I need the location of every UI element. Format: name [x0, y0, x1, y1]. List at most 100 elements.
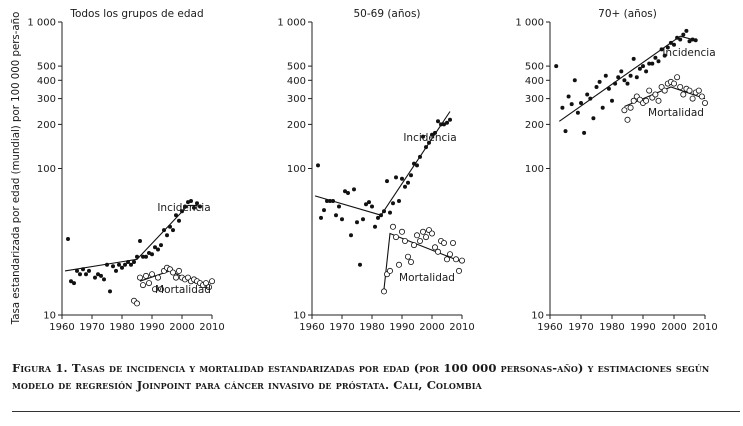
incidencia-point [364, 202, 368, 207]
incidencia-point [156, 247, 160, 252]
incidencia-point [198, 204, 202, 209]
mortalidad-point [410, 242, 417, 249]
mortalidad-point [671, 80, 678, 87]
mortalidad-point [395, 261, 402, 268]
mortalidad-point [455, 267, 462, 274]
incidencia-point [141, 254, 145, 259]
incidencia-point [625, 81, 630, 86]
incidencia-point [406, 180, 410, 185]
mortalidad-point [458, 257, 465, 264]
incidencia-point [675, 35, 680, 40]
mortalidad-point [154, 274, 161, 281]
incidencia-point [132, 260, 136, 264]
incidencia-point [610, 98, 614, 103]
incidencia-point [388, 210, 392, 215]
incidencia-point [373, 224, 377, 229]
x-tick-label: 1960 [49, 322, 74, 333]
incidencia-point [594, 85, 599, 89]
mortalidad-point [380, 288, 387, 295]
y-tick-label: 10 [293, 311, 306, 322]
mortalidad-point [621, 107, 628, 114]
mortalidad-point [172, 274, 179, 281]
mortalidad-point [169, 269, 176, 276]
mortalidad-point [142, 272, 149, 279]
panel-title: Todos los grupos de edad [69, 8, 203, 20]
incidencia-point [144, 254, 148, 259]
incidencia-point [66, 237, 70, 241]
incidencia-point [566, 94, 571, 99]
x-tick-label: 2000 [169, 322, 194, 333]
incidencia-point [96, 272, 100, 277]
incidencia-point [684, 28, 689, 33]
panel-3: 70+ (años) 10 100 200 300 400 500 1 000 1960 1970… [515, 8, 717, 333]
incidencia-point [554, 64, 559, 69]
x-tick-label: 1980 [599, 322, 624, 333]
incidencia-point [569, 102, 574, 107]
mortalidad-point [440, 239, 447, 246]
incidencia-point [579, 101, 583, 105]
incidencia-point [668, 40, 673, 45]
incidencia-point [72, 281, 76, 286]
incidencia-point [337, 204, 341, 209]
incidencia-point [563, 129, 568, 134]
incidencia-point [412, 161, 416, 166]
incidencia-point [319, 215, 323, 220]
x-tick-label: 1970 [329, 322, 354, 333]
incidencia-point [165, 233, 169, 238]
x-tick-label: 2010 [199, 322, 224, 333]
mortalidad-point [136, 274, 143, 281]
mortalidad-point [677, 84, 684, 91]
incidencia-point [105, 262, 109, 267]
x-tick-label: 1990 [389, 322, 414, 333]
incidencia-point [147, 251, 151, 255]
mortalidad-point [148, 271, 155, 278]
x-tick-label: 1980 [359, 322, 384, 333]
x-tick-label: 2000 [419, 322, 444, 333]
mortalidad-point [386, 267, 393, 274]
mortalidad-point [398, 228, 405, 235]
y-tick-label: 300 [287, 94, 306, 105]
mortalidad-point [392, 234, 399, 241]
incidencia-point [641, 64, 645, 69]
incidencia-point [690, 37, 695, 42]
panel-title: 50-69 (años) [353, 8, 420, 20]
y-tick-label: 1 000 [515, 18, 544, 29]
panel-1: Todos los grupos de edad 10 100 200 300 400 50… [27, 8, 224, 333]
incidencia-point [427, 140, 431, 145]
incidencia-point [322, 208, 326, 213]
incidencia-series-label: Incidencia [157, 202, 210, 214]
y-tick-label: 300 [37, 94, 56, 105]
x-tick-label: 1980 [109, 322, 134, 333]
incidencia-point [325, 199, 329, 203]
incidencia-point [174, 213, 178, 218]
mortalidad-point [407, 258, 414, 265]
incidencia-point [653, 55, 658, 60]
mortalidad-point [419, 228, 426, 235]
mortalidad-point [133, 300, 140, 307]
incidencia-point [662, 53, 667, 58]
incidencia-point [177, 218, 181, 223]
mortalidad-point [695, 87, 702, 94]
incidencia-point [418, 154, 422, 159]
incidencia-trend-line [314, 111, 451, 216]
mortalidad-point [413, 232, 420, 239]
incidencia-point [656, 59, 661, 64]
x-tick-label: 1970 [79, 322, 104, 333]
mortalidad-point [446, 251, 453, 258]
mortalidad-point [652, 91, 659, 98]
incidencia-point [575, 110, 580, 115]
incidencia-point [665, 45, 670, 50]
x-tick-label: 1990 [630, 322, 655, 333]
mortalidad-point [175, 267, 182, 274]
incidencia-trend-line [558, 35, 696, 122]
incidencia-point [159, 243, 163, 248]
incidencia-point [171, 228, 175, 233]
mortalidad-point [208, 278, 215, 285]
y-tick-label: 200 [287, 120, 306, 131]
incidencia-point [603, 73, 608, 78]
incidencia-point [637, 66, 642, 71]
incidencia-point [628, 73, 633, 78]
mortalidad-point [452, 256, 459, 263]
incidencia-point [358, 262, 362, 267]
x-tick-label: 2000 [661, 322, 686, 333]
